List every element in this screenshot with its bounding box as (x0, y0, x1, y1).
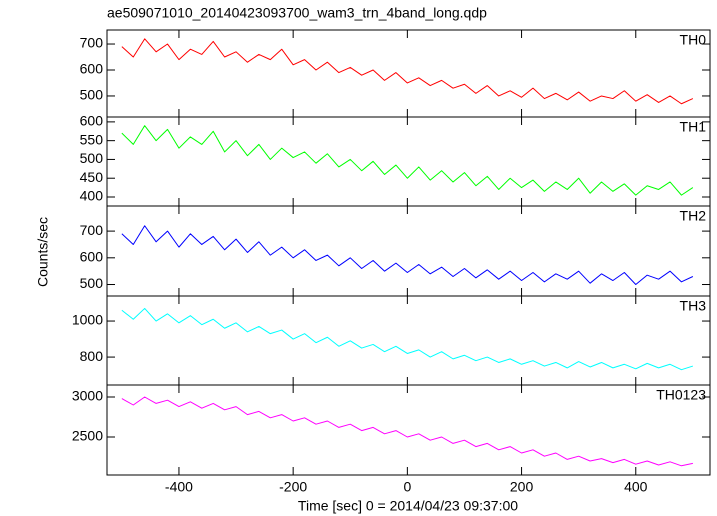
y-tick-label: 700 (80, 35, 104, 51)
panel-label: TH0123 (656, 387, 706, 403)
chart-title: ae509071010_20140423093700_wam3_trn_4ban… (107, 5, 487, 21)
y-tick-label: 2500 (72, 428, 103, 444)
y-tick-label: 550 (80, 131, 104, 147)
x-tick-label: 400 (624, 479, 648, 495)
x-tick-label: -400 (165, 479, 193, 495)
y-tick-label: 600 (80, 113, 104, 129)
y-tick-label: 1000 (72, 312, 103, 328)
y-axis-label: Counts/sec (35, 217, 51, 287)
y-tick-label: 3000 (72, 388, 103, 404)
panel-label: TH1 (680, 119, 707, 135)
data-line (121, 307, 694, 371)
x-tick-label: 0 (403, 479, 411, 495)
x-tick-label: 200 (510, 479, 534, 495)
y-tick-label: 450 (80, 169, 104, 185)
panel-frame (106, 205, 711, 297)
data-line (121, 38, 694, 105)
y-tick-label: 500 (80, 150, 104, 166)
x-tick-label: -200 (279, 479, 307, 495)
panel-label: TH2 (680, 208, 707, 224)
y-tick-label: 800 (80, 348, 104, 364)
panel-frame (106, 116, 711, 207)
data-line (121, 396, 693, 467)
data-line (121, 125, 694, 196)
y-tick-label: 600 (80, 249, 104, 265)
panel-frame (106, 384, 711, 476)
y-tick-label: 400 (80, 188, 104, 204)
y-tick-label: 700 (80, 222, 104, 238)
y-tick-label: 500 (80, 275, 104, 291)
panel-frame (106, 29, 711, 118)
panel-frame (106, 295, 711, 386)
panel-label: TH0 (680, 32, 707, 48)
data-line (121, 225, 694, 286)
panel-label: TH3 (680, 298, 707, 314)
y-tick-label: 600 (80, 61, 104, 77)
y-tick-label: 500 (80, 87, 104, 103)
x-axis-label: Time [sec] 0 = 2014/04/23 09:37:00 (298, 498, 518, 514)
